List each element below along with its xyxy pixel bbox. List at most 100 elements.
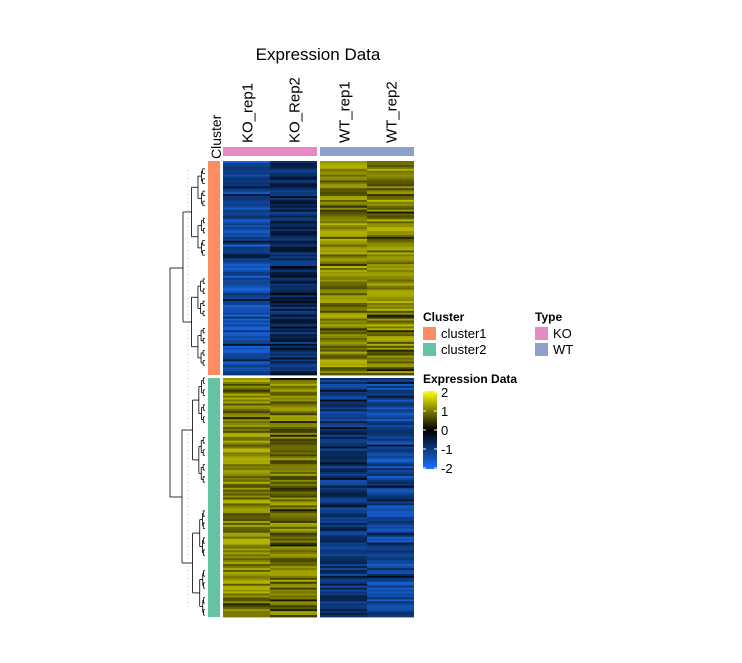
- heatmap-cell: [367, 603, 414, 606]
- heatmap-cell: [320, 454, 367, 457]
- heatmap-cell: [320, 194, 367, 197]
- heatmap-cell: [367, 595, 414, 598]
- heatmap-cell: [223, 308, 270, 312]
- heatmap-cell: [320, 308, 367, 312]
- row-dendrogram: [169, 168, 205, 616]
- heatmap-cell: [223, 355, 270, 358]
- heatmap-cell: [223, 458, 270, 461]
- heatmap-cell: [367, 161, 414, 164]
- heatmap-cell: [270, 357, 317, 360]
- heatmap-cell: [320, 260, 367, 263]
- heatmap-cell: [320, 318, 367, 321]
- heatmap-cell: [270, 363, 317, 366]
- heatmap-cell: [270, 371, 317, 374]
- heatmap-cell: [320, 320, 367, 323]
- heatmap-cell: [223, 174, 270, 177]
- heatmap-cell: [320, 477, 367, 481]
- heatmap-cell: [223, 522, 270, 526]
- heatmap-cell: [223, 207, 270, 211]
- heatmap-cell: [320, 217, 367, 220]
- heatmap-cell: [270, 517, 317, 520]
- heatmap-cell: [270, 519, 317, 522]
- heatmap-cell: [367, 432, 414, 436]
- heatmap-cell: [367, 583, 414, 587]
- heatmap-cell: [270, 367, 317, 370]
- heatmap-cell: [367, 381, 414, 385]
- heatmap-cell: [320, 522, 367, 526]
- heatmap-cell: [320, 273, 367, 277]
- heatmap-cell: [223, 409, 270, 412]
- heatmap-cell: [320, 291, 367, 294]
- heatmap-cell: [223, 542, 270, 545]
- heatmap-cell: [320, 338, 367, 341]
- heatmap-cell: [223, 577, 270, 581]
- heatmap-cell: [320, 540, 367, 543]
- heatmap-cell: [270, 297, 317, 300]
- heatmap-cell: [270, 436, 317, 440]
- heatmap-cell: [223, 538, 270, 541]
- heatmap-cell: [223, 326, 270, 329]
- heatmap-cell: [320, 250, 367, 253]
- column-label-ko-rep2: KO_Rep2: [287, 77, 304, 143]
- heatmap-cell: [270, 544, 317, 547]
- heatmap-cell: [320, 215, 367, 218]
- heatmap-cell: [320, 299, 367, 302]
- heatmap-cell: [367, 196, 414, 199]
- heatmap-cell: [270, 301, 317, 304]
- heatmap-cell: [270, 464, 317, 467]
- heatmap-cell: [320, 293, 367, 296]
- heatmap-cell: [320, 505, 367, 508]
- heatmap-cell: [270, 353, 317, 356]
- heatmap-cell: [270, 250, 317, 253]
- heatmap-cell: [270, 252, 317, 255]
- heatmap-cell: [223, 550, 270, 553]
- heatmap-cell: [270, 254, 317, 257]
- heatmap-cell: [223, 507, 270, 510]
- heatmap-cell: [367, 355, 414, 358]
- heatmap-cell: [223, 440, 270, 444]
- column-label-ko-rep1: KO_rep1: [240, 83, 257, 143]
- heatmap-cell: [270, 611, 317, 614]
- heatmap-cell: [223, 359, 270, 362]
- heatmap-cell: [223, 334, 270, 337]
- heatmap-cell: [223, 489, 270, 493]
- heatmap-cell: [270, 454, 317, 457]
- heatmap-cell: [320, 349, 367, 353]
- heatmap-cell: [270, 268, 317, 271]
- heatmap-cell: [320, 399, 367, 402]
- heatmap-cell: [270, 256, 317, 259]
- heatmap-cell: [367, 383, 414, 387]
- heatmap-cell: [320, 436, 367, 440]
- heatmap-cell: [367, 373, 414, 376]
- legend-type-title: Type: [535, 310, 562, 324]
- heatmap-cell: [223, 483, 270, 487]
- heatmap-cell: [223, 345, 270, 349]
- heatmap-cell: [270, 186, 317, 189]
- heatmap-cell: [320, 613, 367, 616]
- heatmap-cell: [223, 426, 270, 430]
- heatmap-cell: [367, 560, 414, 563]
- heatmap-cell: [223, 184, 270, 187]
- heatmap-cell: [223, 583, 270, 587]
- heatmap-cell: [270, 532, 317, 536]
- heatmap-cell: [223, 170, 270, 174]
- heatmap-cell: [270, 585, 317, 589]
- heatmap-cell: [320, 552, 367, 555]
- heatmap-cell: [270, 308, 317, 312]
- heatmap-cell: [223, 254, 270, 257]
- heatmap-cell: [320, 560, 367, 563]
- heatmap-cell: [367, 324, 414, 327]
- heatmap-cell: [223, 436, 270, 440]
- heatmap-cell: [320, 501, 367, 504]
- heatmap-cell: [223, 395, 270, 398]
- heatmap-cell: [223, 609, 270, 612]
- heatmap-cell: [367, 515, 414, 518]
- heatmap-cell: [320, 444, 367, 447]
- heatmap-cell: [320, 519, 367, 522]
- heatmap-cell: [367, 411, 414, 414]
- legend-swatch-cluster1: [423, 327, 436, 340]
- heatmap-cell: [320, 411, 367, 414]
- heatmap-cell: [223, 560, 270, 563]
- heatmap-cell: [223, 575, 270, 579]
- heatmap-cell: [223, 438, 270, 442]
